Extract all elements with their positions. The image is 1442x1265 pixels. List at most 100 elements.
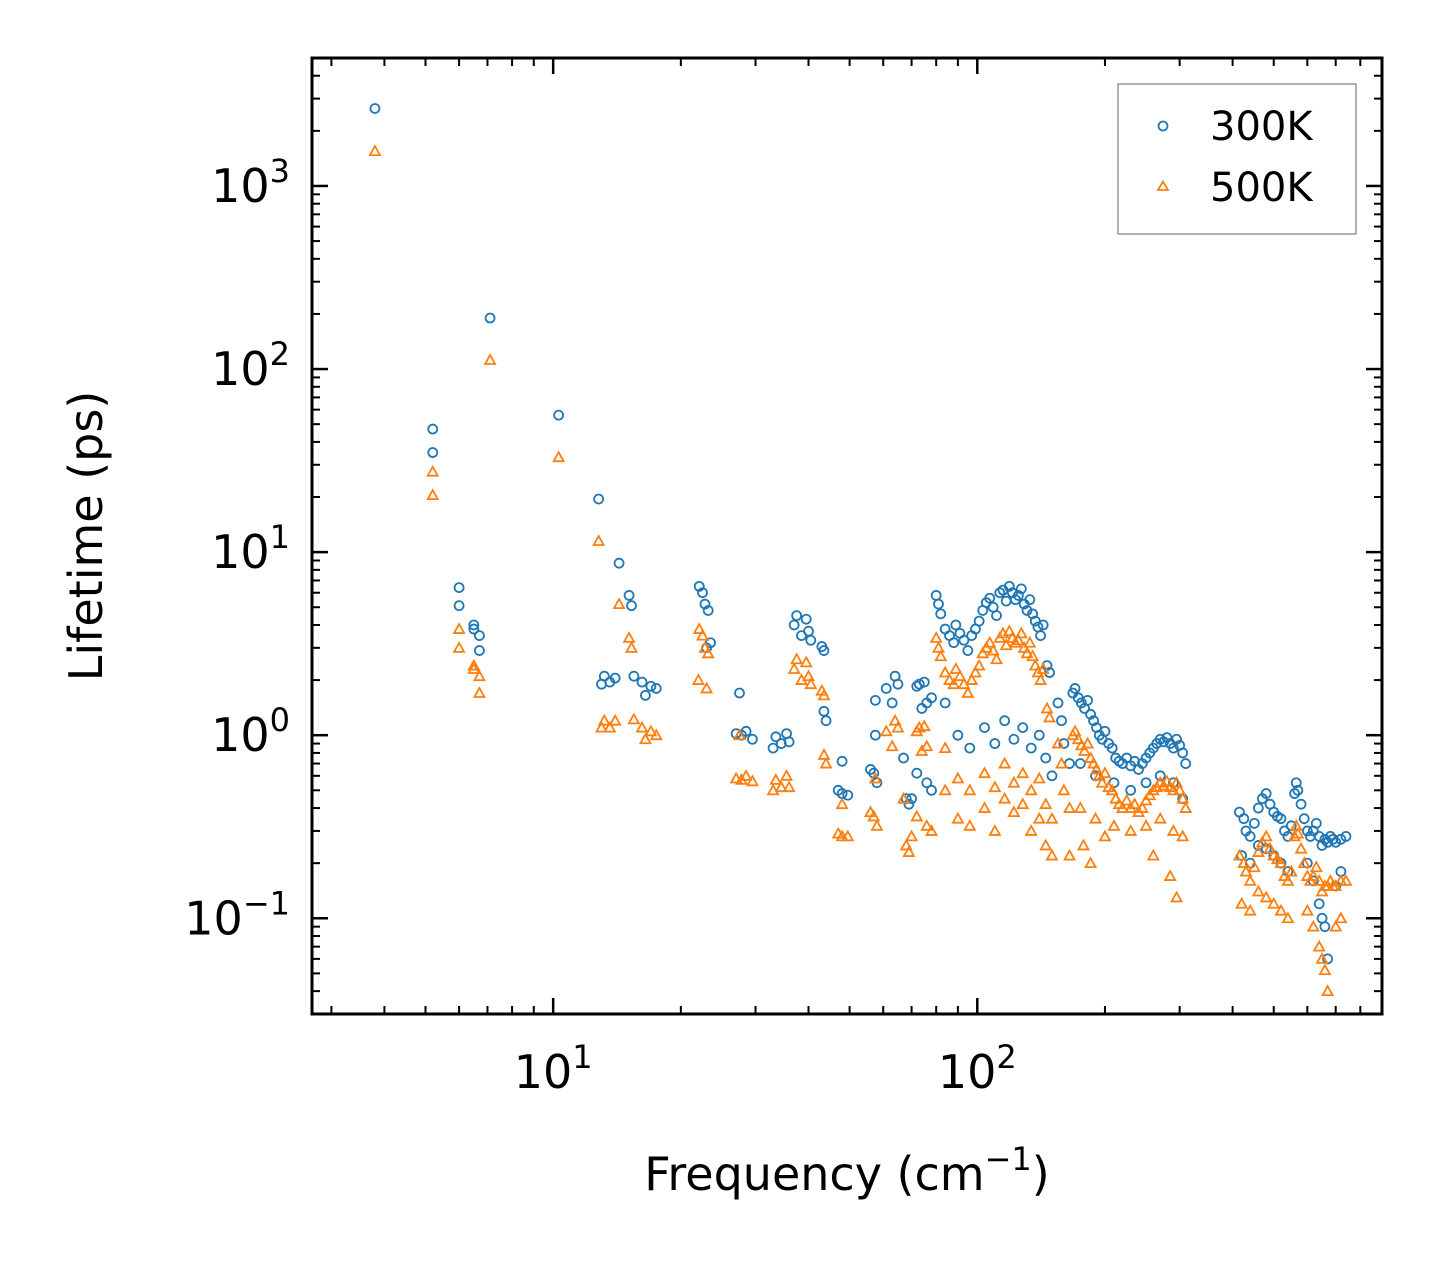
- data-point-500k: [368, 144, 382, 157]
- data-point-500k: [1011, 633, 1025, 646]
- data-point-500k: [1128, 797, 1142, 810]
- data-point-500k: [841, 829, 855, 842]
- y-axis-label: Lifetime (ps): [59, 391, 113, 682]
- data-point-500k: [1008, 635, 1022, 648]
- data-point-300k: [1319, 921, 1331, 933]
- data-point-300k: [898, 752, 909, 764]
- data-point-500k: [769, 773, 783, 785]
- data-point-300k: [1025, 742, 1037, 754]
- data-point-500k: [1073, 801, 1087, 813]
- data-point-500k: [1315, 884, 1329, 897]
- data-point-300k: [979, 722, 990, 734]
- data-point-500k: [1098, 766, 1112, 779]
- data-point-500k: [1163, 869, 1177, 881]
- data-point-500k: [638, 732, 652, 745]
- data-point-500k: [1031, 665, 1045, 678]
- data-point-500k: [1160, 774, 1174, 787]
- data-point-500k: [644, 724, 658, 737]
- data-point-300k: [697, 587, 708, 599]
- data-point-300k: [948, 637, 960, 649]
- data-point-300k: [903, 798, 915, 810]
- data-point-500k: [472, 669, 486, 682]
- series-500k: [368, 144, 1353, 997]
- y-tick-label: 101: [211, 518, 290, 579]
- data-point-300k: [1037, 619, 1049, 631]
- data-point-500k: [467, 658, 481, 671]
- data-point-500k: [1024, 824, 1038, 836]
- data-point-500k: [782, 780, 796, 793]
- data-point-500k: [1135, 801, 1149, 813]
- data-point-300k: [836, 755, 848, 767]
- data-point-500k: [1291, 826, 1305, 839]
- data-point-300k: [1290, 777, 1302, 789]
- data-point-300k: [842, 789, 854, 801]
- data-point-500k: [1057, 783, 1071, 796]
- data-point-500k: [1263, 841, 1277, 854]
- data-point-500k: [603, 720, 617, 733]
- data-point-500k: [1089, 762, 1104, 775]
- series-300k: [369, 103, 1352, 965]
- data-point-500k: [1042, 710, 1057, 723]
- data-point-500k: [1232, 848, 1246, 861]
- data-point-300k: [805, 634, 817, 646]
- data-point-300k: [1292, 784, 1304, 796]
- data-point-300k: [918, 676, 930, 688]
- data-point-500k: [1237, 856, 1251, 869]
- data-point-500k: [949, 662, 963, 674]
- data-point-500k: [986, 643, 1000, 656]
- data-point-300k: [1085, 708, 1097, 720]
- data-point-300k: [1021, 605, 1033, 616]
- data-point-500k: [1281, 911, 1295, 924]
- data-point-300k: [1295, 798, 1307, 810]
- data-point-500k: [1235, 896, 1249, 909]
- data-point-500k: [899, 838, 913, 851]
- data-point-300k: [958, 634, 970, 646]
- data-point-500k: [1306, 919, 1320, 932]
- data-point-500k: [983, 635, 997, 648]
- y-tick-label: 102: [211, 335, 290, 396]
- x-tick-label: 101: [514, 1038, 593, 1099]
- data-point-500k: [552, 450, 566, 463]
- data-point-500k: [790, 652, 804, 665]
- data-point-300k: [702, 605, 714, 616]
- data-point-500k: [691, 673, 705, 685]
- data-point-300k: [818, 645, 830, 656]
- data-point-500k: [891, 720, 905, 733]
- data-point-300k: [1099, 725, 1111, 737]
- data-point-300k: [767, 742, 779, 754]
- data-point-500k: [999, 638, 1013, 651]
- data-point-300k: [1035, 630, 1046, 641]
- data-point-300k: [926, 692, 937, 704]
- data-point-500k: [739, 768, 753, 781]
- data-point-500k: [1146, 848, 1160, 861]
- data-point-300k: [1110, 752, 1122, 764]
- data-point-500k: [622, 631, 636, 643]
- data-point-500k: [1077, 744, 1092, 756]
- data-point-500k: [1243, 903, 1257, 916]
- data-point-500k: [1039, 797, 1053, 810]
- data-point-500k: [1318, 963, 1332, 976]
- data-point-500k: [801, 669, 816, 682]
- data-point-300k: [869, 729, 881, 741]
- data-point-300k: [991, 610, 1002, 622]
- data-point-300k: [911, 767, 923, 779]
- data-point-500k: [701, 646, 715, 659]
- data-point-500k: [1176, 829, 1190, 842]
- data-point-300k: [453, 600, 465, 612]
- x-axis-label: Frequency (cm−1): [644, 1140, 1049, 1201]
- data-point-500k: [1016, 766, 1030, 779]
- data-point-500k: [1284, 864, 1298, 877]
- data-point-300k: [1171, 733, 1182, 745]
- data-point-300k: [734, 687, 745, 699]
- data-point-500k: [1170, 890, 1184, 903]
- data-point-500k: [1045, 811, 1059, 824]
- data-point-500k: [1179, 801, 1193, 813]
- data-point-500k: [1068, 724, 1082, 737]
- data-point-500k: [597, 713, 611, 726]
- data-point-500k: [961, 686, 975, 698]
- data-point-300k: [1056, 715, 1067, 727]
- data-point-500k: [1062, 848, 1077, 861]
- data-point-300k: [468, 619, 480, 631]
- data-point-300k: [427, 447, 439, 458]
- data-point-300k: [1316, 840, 1328, 851]
